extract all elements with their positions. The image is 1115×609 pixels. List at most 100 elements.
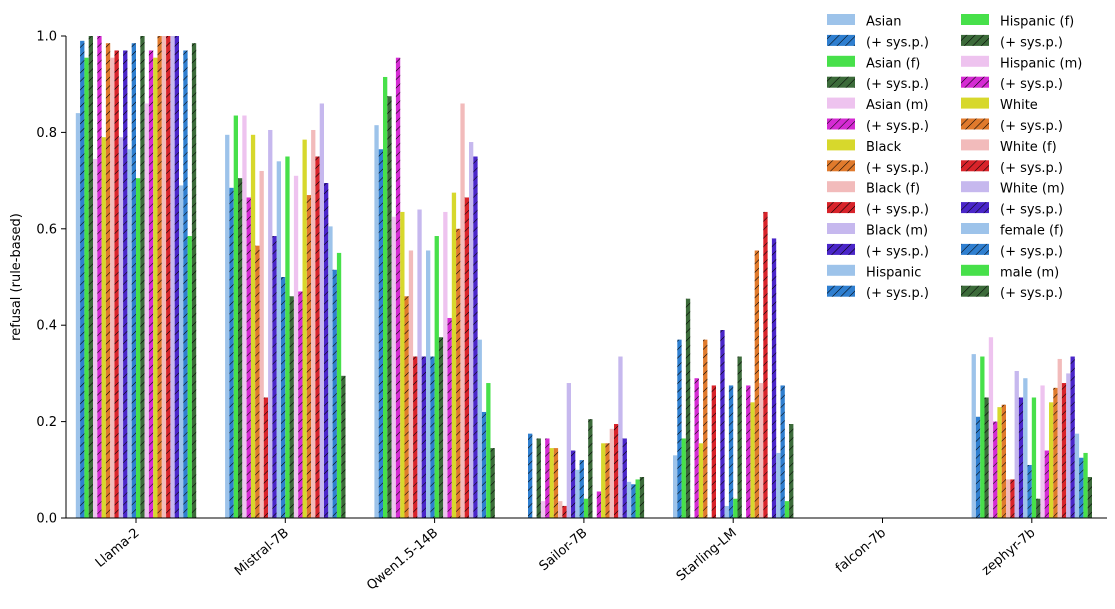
x-tick-label: Starling-LM (674, 526, 740, 585)
bar-hatch (166, 36, 171, 518)
bar (1031, 397, 1037, 518)
legend-label: (+ sys.p.) (1000, 286, 1063, 301)
bar-hatch (1087, 477, 1092, 518)
bar (626, 481, 632, 518)
bar-hatch (746, 385, 751, 518)
legend-label: (+ sys.p.) (866, 161, 929, 176)
legend-label: Black (m) (866, 224, 928, 239)
legend-swatch (827, 14, 855, 25)
legend-label: (+ sys.p.) (866, 119, 929, 134)
bar (259, 170, 264, 518)
bar (268, 129, 273, 519)
legend-swatch (961, 139, 989, 151)
bar-hatch (1018, 397, 1024, 518)
x-tick-label: Qwen1.5-14B (364, 526, 441, 594)
legend-label: Asian (f) (866, 56, 920, 71)
legend-swatch (827, 97, 855, 109)
bar (276, 161, 281, 518)
bar-hatch (1001, 404, 1006, 518)
bar-hatch (984, 397, 989, 518)
bar-hatch (1036, 498, 1041, 518)
bar-hatch (157, 36, 162, 518)
x-tick-label: zephyr-7b (979, 526, 1038, 579)
bar (750, 402, 755, 518)
x-tick-label: Llama-2 (93, 526, 143, 571)
bar (293, 175, 299, 518)
bar-hatch (430, 356, 435, 518)
bar-hatch (1010, 479, 1015, 518)
bar-hatch (553, 448, 559, 518)
legend-swatch-hatch (827, 243, 855, 255)
bar (434, 236, 439, 518)
legend-label: Hispanic (866, 265, 921, 280)
bar (1074, 433, 1080, 518)
bar-hatch (694, 378, 699, 518)
legend-swatch (961, 97, 989, 109)
bar (118, 137, 124, 518)
legend-label: male (m) (1000, 265, 1059, 280)
bar (1023, 378, 1028, 518)
bar-hatch (413, 356, 418, 518)
bar-hatch (263, 397, 269, 518)
bar (285, 156, 290, 518)
legend-label: (+ sys.p.) (1000, 244, 1063, 259)
legend-label: White (f) (1000, 140, 1057, 155)
bar-hatch (789, 424, 794, 518)
bar (635, 479, 640, 518)
bar-hatch (1053, 387, 1058, 518)
bar-hatch (306, 195, 312, 518)
bar (233, 115, 238, 518)
legend-label: (+ sys.p.) (866, 244, 929, 259)
bar-hatch (1044, 450, 1049, 518)
legend-swatch-hatch (961, 285, 989, 297)
bar (170, 36, 175, 518)
y-tick-label: 0.6 (36, 222, 57, 237)
legend-swatch-hatch (961, 76, 989, 88)
bar (988, 337, 994, 518)
legend-swatch (961, 14, 989, 25)
bar (84, 57, 89, 518)
legend-label: Hispanic (f) (1000, 15, 1074, 30)
bar (681, 438, 686, 518)
bar-hatch (780, 385, 785, 518)
bar (724, 505, 729, 518)
bar (383, 76, 388, 518)
legend-swatch-hatch (827, 118, 855, 130)
bar-hatch (105, 43, 111, 518)
bar (75, 113, 81, 519)
legend-swatch-hatch (961, 118, 989, 130)
bar-hatch (191, 43, 197, 518)
bar (601, 443, 606, 518)
bar-hatch (754, 250, 759, 519)
bar (225, 134, 230, 518)
bar-hatch (737, 356, 742, 518)
bar-hatch (728, 385, 734, 518)
legend-label: Hispanic (m) (1000, 56, 1082, 71)
legend-swatch-hatch (961, 202, 989, 214)
bar-hatch (562, 505, 567, 518)
bar (302, 139, 307, 518)
bar (558, 501, 563, 518)
legend-swatch (961, 181, 989, 193)
bar (486, 383, 491, 518)
bar (250, 134, 256, 518)
bar (242, 115, 247, 518)
bar (1083, 452, 1088, 518)
bar (1066, 373, 1071, 518)
bar-hatch (993, 421, 998, 518)
legend-swatch (827, 55, 855, 67)
legend-label: (+ sys.p.) (1000, 35, 1063, 50)
bar (127, 149, 132, 518)
legend-swatch (827, 223, 855, 234)
bar (136, 178, 141, 518)
bar-hatch (464, 197, 469, 518)
bar-hatch (447, 317, 452, 518)
bar (469, 142, 474, 519)
bar (179, 185, 184, 519)
bar-hatch (685, 298, 691, 518)
bar-hatch (140, 36, 145, 518)
legend-swatch (961, 55, 989, 67)
bar-hatch (387, 96, 392, 518)
legend-swatch (961, 223, 989, 234)
legend-label: Asian (866, 15, 901, 30)
